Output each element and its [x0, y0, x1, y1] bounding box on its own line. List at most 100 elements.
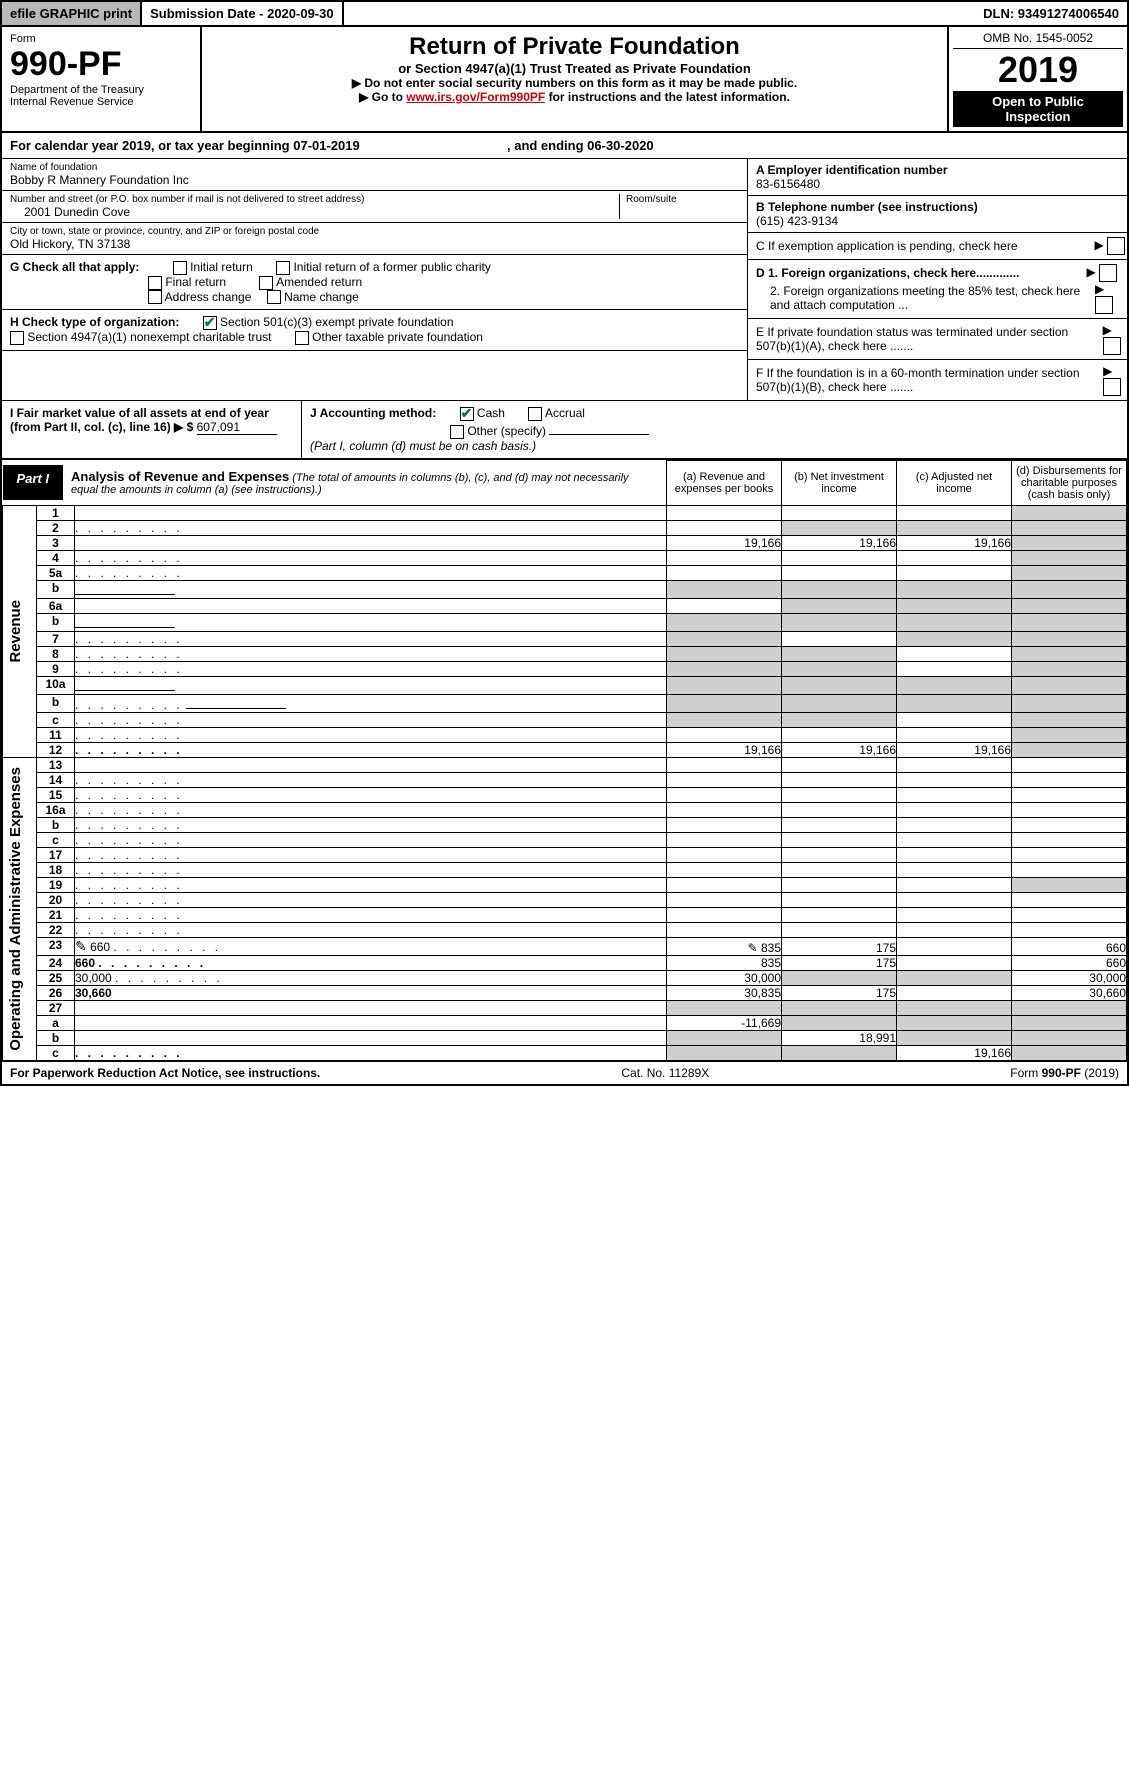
- chk-initial-return[interactable]: [173, 261, 187, 275]
- row-number: b: [37, 580, 75, 598]
- table-cell: [667, 1000, 782, 1015]
- chk-j-other[interactable]: [450, 425, 464, 439]
- inline-input[interactable]: [75, 614, 175, 628]
- table-row: Revenue1: [3, 505, 1127, 520]
- submission-date: Submission Date - 2020-09-30: [142, 2, 344, 25]
- row-desc: [75, 712, 667, 727]
- chk-initial-former[interactable]: [276, 261, 290, 275]
- table-cell: [897, 727, 1012, 742]
- table-cell: [1012, 1045, 1127, 1060]
- row-number: 11: [37, 727, 75, 742]
- chk-f[interactable]: [1103, 378, 1121, 396]
- row-desc: [75, 646, 667, 661]
- row-desc: [75, 727, 667, 742]
- table-cell: [897, 1030, 1012, 1045]
- chk-addr-change[interactable]: [148, 290, 162, 304]
- table-row: 5a: [3, 565, 1127, 580]
- g-opt-4: Address change: [165, 290, 252, 304]
- irs-link[interactable]: www.irs.gov/Form990PF: [406, 90, 545, 104]
- table-cell: [1012, 817, 1127, 832]
- table-cell: [782, 832, 897, 847]
- chk-d2[interactable]: [1095, 296, 1113, 314]
- row-number: 5a: [37, 565, 75, 580]
- j-cash: Cash: [477, 406, 505, 420]
- row-desc: [75, 862, 667, 877]
- table-cell: [1012, 565, 1127, 580]
- row-number: c: [37, 712, 75, 727]
- chk-final-return[interactable]: [148, 276, 162, 290]
- chk-other-taxable[interactable]: [295, 331, 309, 345]
- addr-cell: Number and street (or P.O. box number if…: [2, 191, 747, 223]
- table-cell: [897, 772, 1012, 787]
- table-cell: [897, 970, 1012, 985]
- table-row: 27: [3, 1000, 1127, 1015]
- inline-input[interactable]: [75, 581, 175, 595]
- e-label: E If private foundation status was termi…: [756, 325, 1103, 353]
- row-desc: [75, 832, 667, 847]
- row-number: b: [37, 817, 75, 832]
- chk-cash[interactable]: [460, 407, 474, 421]
- table-cell: 660: [1012, 937, 1127, 955]
- row-number: c: [37, 832, 75, 847]
- table-row: b: [3, 580, 1127, 598]
- c-cell: C If exemption application is pending, c…: [748, 233, 1127, 260]
- table-cell: [667, 520, 782, 535]
- d1-label: D 1. Foreign organizations, check here..…: [756, 266, 1019, 280]
- table-row: b18,991: [3, 1030, 1127, 1045]
- chk-501c3[interactable]: [203, 316, 217, 330]
- g-opt-2: Final return: [165, 275, 226, 289]
- chk-c[interactable]: [1107, 237, 1125, 255]
- table-row: 12 19,16619,16619,166: [3, 742, 1127, 757]
- pencil-icon[interactable]: ✎: [75, 938, 87, 954]
- inline-input[interactable]: [186, 695, 286, 709]
- city-value: Old Hickory, TN 37138: [10, 237, 739, 251]
- table-row: b: [3, 817, 1127, 832]
- table-row: 20: [3, 892, 1127, 907]
- chk-e[interactable]: [1103, 337, 1121, 355]
- table-row: a-11,669: [3, 1015, 1127, 1030]
- form-header: Form 990-PF Department of the Treasury I…: [2, 27, 1127, 133]
- footer-mid: Cat. No. 11289X: [621, 1066, 709, 1080]
- table-cell: [667, 676, 782, 694]
- table-cell: [1012, 757, 1127, 772]
- table-cell: [1012, 580, 1127, 598]
- table-cell: ✎ 835: [667, 937, 782, 955]
- chk-amended[interactable]: [259, 276, 273, 290]
- g-label: G Check all that apply:: [10, 260, 139, 274]
- row-desc: [75, 1030, 667, 1045]
- row-number: b: [37, 694, 75, 712]
- inline-input[interactable]: [75, 677, 175, 691]
- form-number: 990-PF: [10, 45, 192, 84]
- row-desc: [75, 550, 667, 565]
- efile-print-button[interactable]: efile GRAPHIC print: [2, 2, 142, 25]
- table-cell: [782, 631, 897, 646]
- chk-name-change[interactable]: [267, 290, 281, 304]
- table-cell: [897, 505, 1012, 520]
- chk-4947a1[interactable]: [10, 331, 24, 345]
- table-cell: [782, 970, 897, 985]
- table-cell: 175: [782, 937, 897, 955]
- table-cell: [1012, 802, 1127, 817]
- row-desc: [75, 520, 667, 535]
- table-cell: [782, 661, 897, 676]
- row-desc: [75, 802, 667, 817]
- table-cell: [1012, 631, 1127, 646]
- table-cell: [897, 787, 1012, 802]
- dept-treasury: Department of the Treasury: [10, 84, 192, 96]
- chk-d1[interactable]: [1099, 264, 1117, 282]
- chk-accrual[interactable]: [528, 407, 542, 421]
- row-number: 9: [37, 661, 75, 676]
- table-row: 6a: [3, 598, 1127, 613]
- row-desc: [75, 757, 667, 772]
- side-label: Revenue: [3, 592, 28, 671]
- h-opt-2: Other taxable private foundation: [312, 330, 483, 344]
- table-cell: [782, 613, 897, 631]
- footer-row: For Paperwork Reduction Act Notice, see …: [2, 1061, 1127, 1084]
- d2-label: 2. Foreign organizations meeting the 85%…: [756, 284, 1095, 312]
- table-cell: [1012, 742, 1127, 757]
- j-other-input[interactable]: [549, 421, 649, 435]
- table-cell: [1012, 676, 1127, 694]
- table-cell: [897, 847, 1012, 862]
- table-row: c: [3, 712, 1127, 727]
- table-cell: [1012, 1000, 1127, 1015]
